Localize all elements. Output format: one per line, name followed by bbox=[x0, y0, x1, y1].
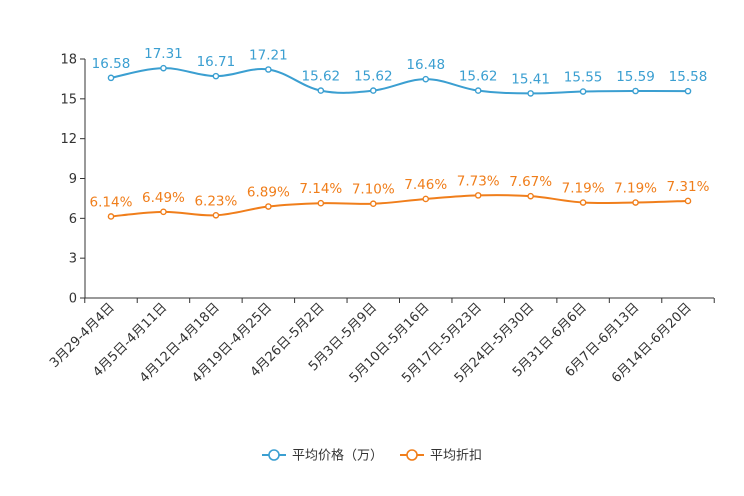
series-0 bbox=[107, 64, 692, 97]
data-point bbox=[474, 192, 482, 199]
data-point bbox=[579, 88, 587, 95]
data-label: 6.14% bbox=[90, 194, 133, 210]
series-layer bbox=[107, 64, 692, 220]
data-label: 6.23% bbox=[194, 193, 237, 209]
data-point bbox=[212, 211, 220, 219]
series-line bbox=[110, 194, 689, 218]
data-point bbox=[474, 87, 482, 94]
data-label: 7.10% bbox=[352, 182, 395, 198]
data-label: 15.41 bbox=[511, 71, 550, 87]
y-tick-label: 9 bbox=[69, 172, 77, 187]
data-point bbox=[632, 87, 639, 95]
legend-item-1[interactable]: 平均折扣 bbox=[400, 449, 482, 464]
data-label: 7.14% bbox=[299, 181, 342, 197]
data-label: 17.21 bbox=[249, 47, 288, 63]
data-label: 6.89% bbox=[247, 185, 290, 201]
data-point bbox=[632, 199, 639, 206]
series-1 bbox=[107, 192, 692, 220]
data-label: 7.31% bbox=[667, 179, 710, 195]
legend[interactable]: 平均价格（万） 平均折扣 bbox=[262, 448, 482, 464]
data-label: 7.73% bbox=[457, 173, 500, 189]
data-label: 15.55 bbox=[564, 70, 603, 86]
y-tick-label: 6 bbox=[69, 212, 77, 227]
data-label: 7.19% bbox=[562, 181, 605, 197]
data-point bbox=[107, 74, 115, 82]
data-point bbox=[317, 87, 325, 94]
legend-label: 平均折扣 bbox=[430, 449, 482, 464]
y-tick-label: 3 bbox=[69, 252, 77, 267]
data-label: 15.62 bbox=[459, 69, 498, 85]
axes: 03691215183月29-4月4日4月5日-4月11日4月12日-4月18日… bbox=[47, 53, 715, 386]
y-tick-label: 18 bbox=[60, 53, 77, 68]
data-label: 15.62 bbox=[354, 69, 393, 85]
data-point bbox=[422, 195, 430, 203]
data-point bbox=[160, 208, 167, 216]
data-point bbox=[317, 199, 325, 207]
data-label: 15.62 bbox=[301, 69, 340, 85]
data-labels: 16.58 17.31 16.71 17.21 15.62 15.62 16.48 15.62… bbox=[90, 46, 710, 210]
legend-item-0[interactable]: 平均价格（万） bbox=[262, 448, 383, 464]
data-point bbox=[265, 66, 272, 73]
data-label: 15.58 bbox=[669, 69, 708, 85]
data-label: 7.46% bbox=[404, 177, 447, 193]
data-point bbox=[422, 75, 430, 83]
data-point bbox=[160, 64, 167, 72]
data-label: 16.71 bbox=[197, 54, 236, 70]
y-tick-label: 12 bbox=[60, 132, 77, 147]
data-point bbox=[684, 197, 692, 205]
data-label: 7.19% bbox=[614, 181, 657, 197]
y-tick-label: 0 bbox=[69, 292, 77, 307]
data-point bbox=[684, 87, 692, 95]
legend-swatch-marker bbox=[268, 449, 280, 461]
data-point bbox=[212, 72, 220, 80]
data-label: 17.31 bbox=[144, 46, 183, 62]
data-point bbox=[369, 87, 377, 94]
series-line bbox=[110, 67, 689, 95]
data-point bbox=[527, 90, 534, 97]
data-point bbox=[369, 200, 377, 208]
legend-label: 平均价格（万） bbox=[292, 448, 383, 464]
data-label: 16.58 bbox=[92, 56, 131, 72]
data-point bbox=[579, 199, 587, 206]
legend-swatch-marker bbox=[406, 449, 418, 461]
data-label: 16.48 bbox=[406, 57, 445, 73]
y-tick-label: 15 bbox=[60, 92, 77, 107]
data-label: 15.59 bbox=[616, 69, 655, 85]
data-label: 6.49% bbox=[142, 190, 185, 206]
data-label: 7.67% bbox=[509, 174, 552, 190]
data-point bbox=[265, 203, 272, 210]
data-point bbox=[527, 192, 534, 200]
data-point bbox=[107, 213, 115, 220]
